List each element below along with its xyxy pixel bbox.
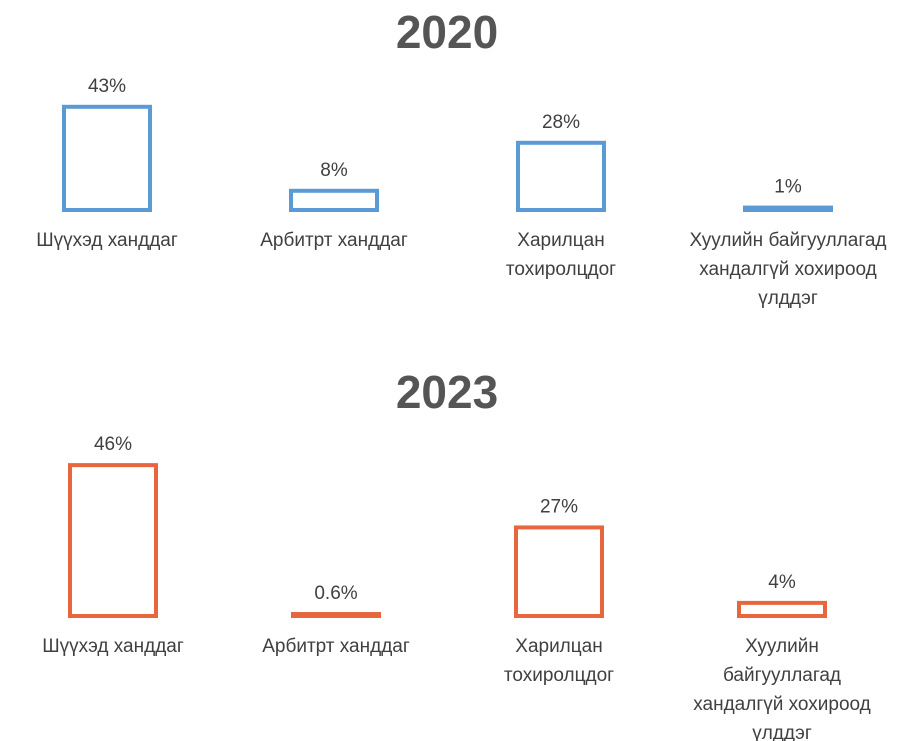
- value-label: 28%: [542, 112, 580, 133]
- chart-title: 2020: [396, 6, 498, 58]
- value-label: 0.6%: [314, 583, 357, 604]
- bar: [62, 104, 152, 212]
- value-label: 1%: [774, 177, 802, 198]
- bar: [737, 600, 827, 619]
- bar: [743, 205, 833, 213]
- value-label: 43%: [88, 76, 126, 97]
- value-label: 8%: [320, 160, 348, 181]
- bar: [68, 463, 158, 618]
- bar: [291, 612, 381, 618]
- category-label: Арбитрт ханддаг: [262, 636, 410, 657]
- bar: [289, 188, 379, 213]
- category-label: Шүүхэд ханддаг: [42, 636, 184, 657]
- bar: [514, 525, 604, 618]
- value-label: 46%: [94, 434, 132, 455]
- category-label: Хуулийн байгууллагад хандалгүй хохироод …: [693, 636, 871, 741]
- category-label: Арбитрт ханддаг: [260, 230, 408, 251]
- category-label: Хуулийн байгууллагад хандалгүй хохироод …: [689, 230, 887, 309]
- chart-title: 2023: [396, 366, 498, 418]
- bar: [516, 140, 606, 212]
- value-label: 27%: [540, 496, 578, 517]
- value-label: 4%: [768, 572, 796, 593]
- category-label: Шүүхэд ханддаг: [36, 230, 178, 251]
- category-label: Харилцан тохиролцдог: [503, 636, 615, 686]
- category-label: Харилцан тохиролцдог: [505, 230, 617, 280]
